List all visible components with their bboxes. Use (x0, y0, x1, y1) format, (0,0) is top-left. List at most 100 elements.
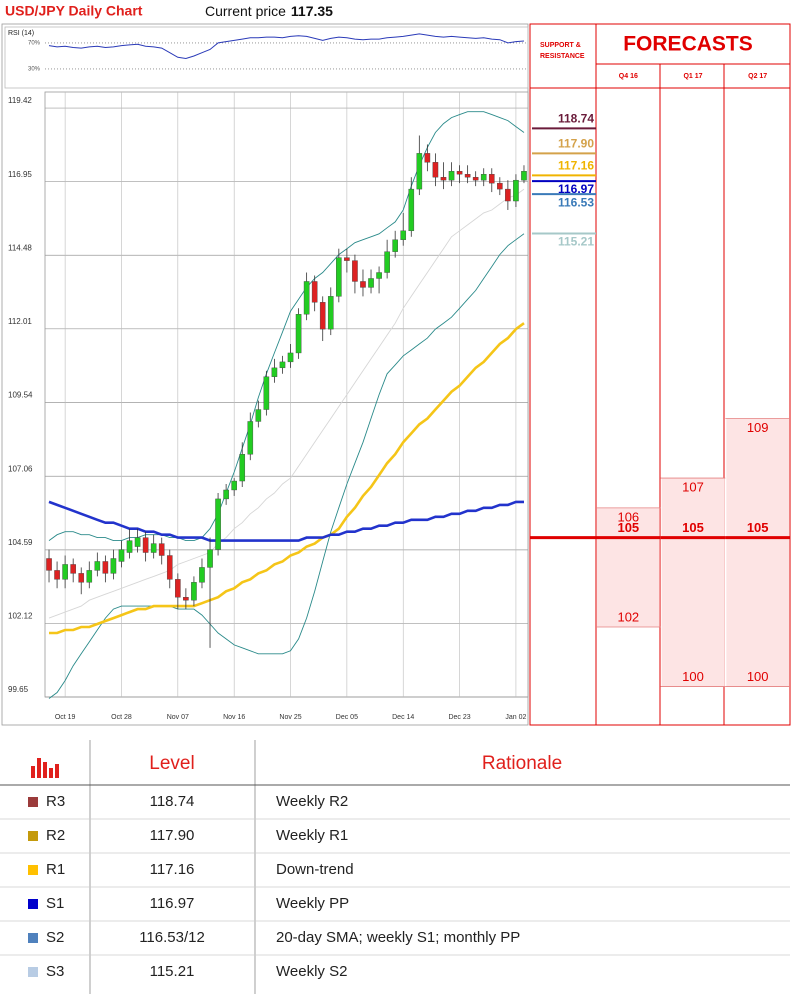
row-swatch (28, 865, 38, 875)
candle-body (392, 239, 398, 252)
candle-body (408, 188, 415, 232)
price-frame (44, 91, 529, 698)
indicator-line (48, 500, 524, 542)
candle-body (142, 537, 149, 553)
row-level: 117.16 (150, 861, 195, 878)
candle-body (247, 421, 254, 455)
candle-body (70, 564, 76, 574)
candle-body (255, 409, 262, 422)
y-tick-label: 119.42 (8, 96, 32, 105)
y-tick-label: 112.01 (8, 317, 32, 326)
table-icon (31, 758, 59, 778)
candle-body (513, 179, 519, 202)
candle-body (78, 573, 85, 583)
candle-body (175, 579, 181, 598)
candle-body (344, 257, 350, 261)
icon-bar (43, 762, 47, 778)
candle-body (488, 174, 495, 184)
y-tick-label: 99.65 (8, 685, 29, 694)
candle-body (46, 558, 52, 571)
candle-body (54, 570, 60, 580)
forecast-low-label: 100 (747, 669, 769, 684)
candle-body (497, 182, 503, 190)
rsi-title: RSI (14) (8, 30, 34, 37)
candle-body (126, 540, 133, 553)
sr-title: SUPPORT & RESISTANCE (540, 42, 585, 60)
candle-body (327, 296, 334, 330)
forecast-high-label: 109 (747, 420, 769, 435)
level-label: 115.21 (558, 235, 594, 249)
row-rationale: Weekly S2 (276, 963, 347, 980)
row-rationale: Weekly R1 (276, 827, 348, 844)
candle-body (287, 352, 294, 363)
x-tick-label: Jan 02 (505, 714, 526, 721)
candle-body (480, 174, 487, 181)
candle-body (158, 543, 165, 556)
y-tick-label: 107.06 (8, 464, 33, 473)
indicator-line (48, 111, 525, 542)
x-tick-label: Oct 28 (111, 714, 132, 721)
row-level: 115.21 (150, 963, 195, 980)
y-tick-label: 102.12 (8, 612, 33, 621)
table-header: Rationale (482, 753, 562, 774)
candle-body (215, 498, 221, 550)
row-rationale: Weekly R2 (276, 793, 348, 810)
candle-body (521, 171, 527, 181)
sr-title-box: SUPPORT & RESISTANCE (540, 42, 585, 60)
page-title: USD/JPY Daily Chart (5, 3, 143, 19)
table-header: Level (149, 753, 194, 774)
candle-body (279, 361, 286, 369)
icon-bar (49, 768, 53, 778)
price-value: 117.35 (291, 3, 333, 19)
candle-body (62, 564, 68, 580)
forecast-central-label: 105 (682, 520, 704, 535)
candle-body (94, 561, 101, 571)
rsi-line (48, 33, 525, 60)
x-tick-label: Nov 25 (279, 714, 301, 721)
candle-body (239, 454, 246, 482)
forecast-range (597, 507, 660, 627)
indicator-line (48, 233, 525, 699)
candle-body (336, 257, 342, 297)
icon-bar (37, 758, 41, 778)
candle-body (118, 549, 125, 562)
y-tick-label: 109.54 (8, 391, 33, 400)
indicator-line (49, 322, 525, 635)
candle-body (311, 281, 318, 303)
row-swatch (28, 899, 38, 909)
candle-body (86, 570, 93, 583)
candle-body (303, 281, 310, 315)
row-rationale: 20-day SMA; weekly S1; monthly PP (276, 929, 520, 946)
column-header: Q4 16 (619, 73, 638, 80)
level-label: 117.90 (558, 137, 594, 151)
row-swatch (28, 797, 38, 807)
x-tick-label: Dec 23 (448, 714, 470, 721)
forecast-central-label: 105 (747, 520, 769, 535)
forecast-range (726, 418, 789, 687)
candle-body (319, 302, 326, 330)
price-label: Current price (205, 3, 286, 19)
candle-body (183, 597, 189, 601)
indicator-line (48, 188, 525, 619)
candle-body (505, 188, 511, 202)
forecast-range (661, 478, 725, 687)
level-label: 118.74 (558, 112, 594, 126)
candle-body (166, 555, 173, 580)
row-key: R2 (46, 827, 65, 844)
candle-body (207, 549, 213, 568)
candle-body (110, 558, 117, 574)
rsi-frame (4, 26, 529, 89)
row-key: S3 (46, 963, 64, 980)
y-tick-label: 114.48 (8, 243, 32, 252)
candle-body (448, 171, 455, 181)
candle-body (231, 480, 237, 491)
y-tick-label: 30% (28, 67, 41, 73)
level-label: 117.16 (558, 159, 594, 173)
row-swatch (28, 831, 38, 841)
candle-body (134, 537, 141, 547)
candle-body (271, 367, 278, 377)
candle-body (191, 582, 197, 601)
candle-body (352, 260, 358, 282)
candle-body (295, 314, 302, 354)
